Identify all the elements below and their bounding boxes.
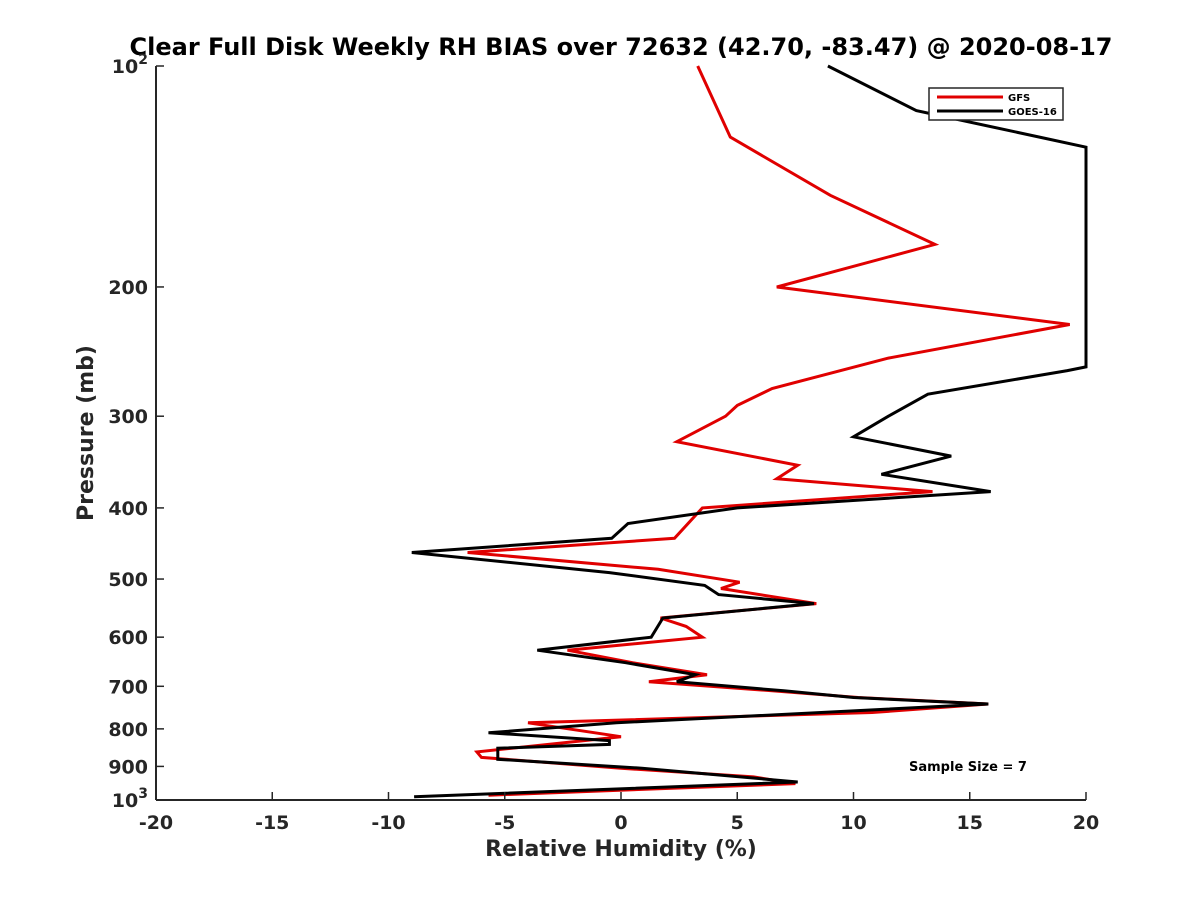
x-axis-label: Relative Humidity (%) [485,837,757,862]
y-tick-label: 102 [112,52,148,78]
x-tick-label: 15 [957,812,983,834]
y-axis-label: Pressure (mb) [74,345,99,521]
y-ticks: 102 200 300 400 500 600 700 800 900 103 [108,52,164,812]
x-tick-label: 20 [1073,812,1099,834]
x-tick-label: -10 [371,812,405,834]
x-tick-label: 10 [840,812,866,834]
legend-label-gfs: GFS [1008,93,1030,104]
sample-size-annotation: Sample Size = 7 [909,760,1027,775]
y-tick-label: 900 [108,756,148,778]
series-layer [411,64,1088,799]
y-tick-label: 500 [108,569,148,591]
x-tick-label: -5 [494,812,515,834]
series-line-gfs [467,65,1070,797]
series-line-goes16 [411,64,1088,799]
legend-box [928,87,1064,121]
x-ticks: -20 -15 -10 -5 0 5 10 15 20 [139,792,1099,834]
legend: GFS GOES-16 [928,87,1064,121]
y-tick-label: 300 [108,406,148,428]
x-tick-label: 0 [614,812,627,834]
x-tick-label: 5 [731,812,744,834]
x-tick-label: -15 [255,812,289,834]
y-tick-label: 600 [108,627,148,649]
y-tick-label: 400 [108,498,148,520]
legend-label-goes16: GOES-16 [1008,107,1057,118]
y-tick-label: 200 [108,277,148,299]
y-tick-label: 800 [108,719,148,741]
x-tick-label: -20 [139,812,173,834]
y-tick-label: 103 [112,786,148,812]
y-tick-label: 700 [108,676,148,698]
chart-title: Clear Full Disk Weekly RH BIAS over 7263… [130,33,1113,61]
